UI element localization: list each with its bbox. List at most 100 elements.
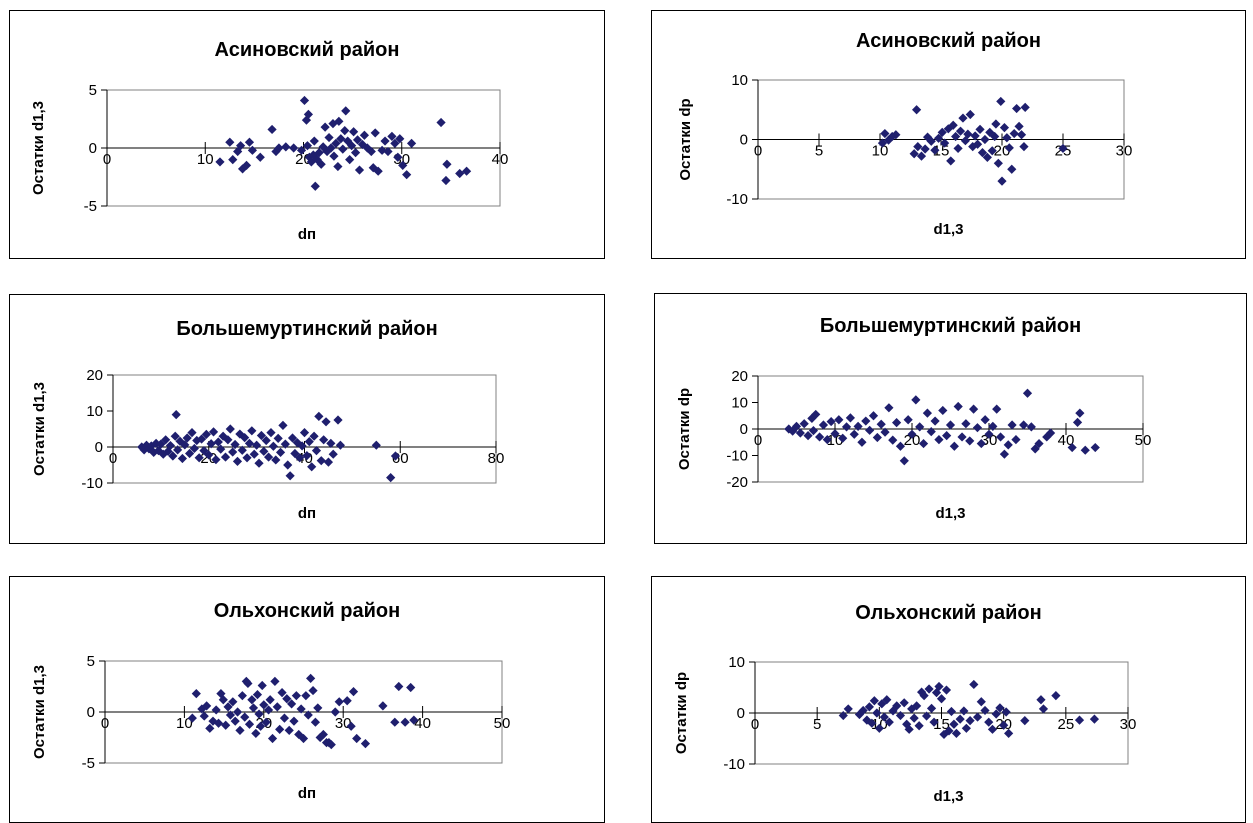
data-point <box>225 710 236 720</box>
x-tick-label: 0 <box>103 151 111 168</box>
y-tick-label: 0 <box>95 439 103 456</box>
x-axis-label: d1,3 <box>933 221 963 238</box>
data-point <box>395 134 405 144</box>
data-point <box>1012 103 1022 114</box>
data-point <box>304 437 314 447</box>
data-point <box>841 422 852 432</box>
data-point <box>220 452 231 462</box>
data-point <box>406 138 417 148</box>
y-axis-label: Остатки d1,3 <box>31 382 48 476</box>
data-point <box>1026 422 1036 432</box>
x-tick-label: 0 <box>754 432 762 449</box>
data-point <box>345 155 355 165</box>
data-point <box>803 431 813 441</box>
y-tick-label: 0 <box>737 705 745 722</box>
data-point <box>225 424 235 434</box>
y-tick-label: 5 <box>87 653 95 670</box>
data-point <box>278 420 288 430</box>
data-point <box>999 123 1010 133</box>
data-point <box>291 691 301 701</box>
x-tick-label: 5 <box>815 143 823 160</box>
data-point <box>882 695 892 705</box>
data-point <box>211 705 221 715</box>
data-point <box>1019 142 1029 152</box>
data-point <box>990 131 1000 142</box>
data-point <box>980 134 990 145</box>
data-point <box>931 688 942 698</box>
data-point <box>373 166 383 176</box>
data-point <box>232 707 243 717</box>
data-point <box>334 116 344 126</box>
data-point <box>1020 102 1030 112</box>
data-point <box>163 446 173 456</box>
data-point <box>993 158 1003 168</box>
y-tick-label: 0 <box>89 140 97 157</box>
data-point <box>393 152 403 162</box>
y-tick-label: 5 <box>89 82 97 99</box>
data-point <box>1011 435 1021 445</box>
data-point <box>895 710 906 721</box>
data-point <box>350 148 361 158</box>
data-point <box>934 681 944 692</box>
data-point <box>334 697 344 707</box>
data-point <box>177 453 188 464</box>
x-tick-label: 10 <box>872 143 889 160</box>
data-point <box>237 445 247 455</box>
data-point <box>165 440 176 451</box>
data-point <box>961 723 971 733</box>
data-point <box>386 473 396 483</box>
data-point <box>333 161 343 172</box>
data-point <box>1007 164 1017 174</box>
data-point <box>1038 704 1049 714</box>
data-point <box>285 471 295 481</box>
data-point <box>939 729 949 740</box>
data-point <box>1034 438 1044 449</box>
data-point <box>865 425 875 435</box>
x-tick-label: 0 <box>751 716 759 733</box>
data-point <box>380 136 390 146</box>
x-tick-label: 80 <box>488 450 505 467</box>
data-point <box>926 427 936 437</box>
data-point <box>390 717 400 727</box>
data-point <box>247 695 257 705</box>
chart-title: Большемуртинский район <box>820 315 1081 337</box>
data-point <box>944 726 954 736</box>
data-point <box>884 403 894 413</box>
data-point <box>946 156 956 166</box>
data-point <box>857 437 867 447</box>
data-point <box>799 419 809 429</box>
data-point <box>302 141 313 151</box>
data-point <box>849 429 859 439</box>
data-point <box>320 122 330 132</box>
chart-title: Ольхонский район <box>214 600 400 622</box>
data-point <box>257 680 267 691</box>
data-point <box>918 438 929 449</box>
data-point <box>274 143 284 153</box>
x-tick-label: 50 <box>494 715 511 732</box>
data-point <box>255 152 265 162</box>
data-point <box>911 395 921 405</box>
data-point <box>270 676 280 686</box>
data-point <box>441 175 451 186</box>
data-point <box>322 146 332 157</box>
data-point <box>957 432 967 442</box>
data-point <box>1051 691 1061 701</box>
data-point <box>338 144 348 154</box>
data-point <box>965 109 975 120</box>
data-point <box>314 148 324 158</box>
data-point <box>961 419 971 429</box>
data-point <box>409 715 419 725</box>
data-point <box>307 462 317 472</box>
data-point <box>977 147 988 158</box>
data-point <box>838 710 848 721</box>
y-tick-label: 20 <box>86 367 103 384</box>
data-point <box>872 432 882 443</box>
x-tick-label: 30 <box>335 715 352 732</box>
data-point <box>1004 143 1014 153</box>
data-point <box>168 451 178 461</box>
data-point <box>268 441 278 451</box>
x-tick-label: 30 <box>1120 716 1137 733</box>
data-point <box>1075 408 1085 418</box>
